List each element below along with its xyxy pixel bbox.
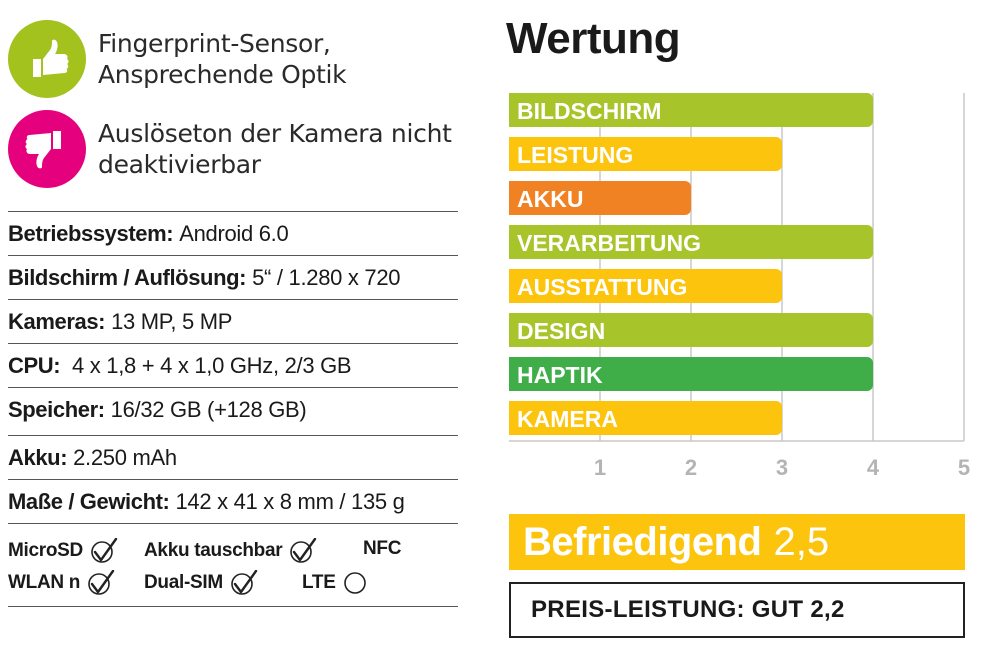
result-score: 2,5 [773, 519, 830, 564]
feature-label: NFC [363, 538, 402, 559]
feature-microsd: MicroSD [8, 538, 119, 564]
cons-line-1: Auslöseton der Kamera nicht [98, 119, 452, 148]
rating-title: Wertung [506, 14, 681, 63]
overall-result: Befriedigend 2,5 [509, 514, 965, 570]
bar-label: LEISTUNG [517, 142, 633, 168]
x-tick-label: 4 [867, 455, 880, 480]
thumbs-up-icon [8, 20, 86, 98]
feature-lte: LTE [302, 570, 368, 596]
spec-row-display: Bildschirm / Auflösung: 5“ / 1.280 x 720 [8, 255, 458, 300]
check-circle-icon [288, 538, 318, 564]
feature-nfc: NFC [363, 538, 401, 560]
pros-line-1: Fingerprint-Sensor, [98, 29, 331, 58]
bar-design [509, 313, 873, 347]
spec-row-dimensions: Maße / Gewicht: 142 x 41 x 8 mm / 135 g [8, 479, 458, 524]
bar-edge [509, 137, 517, 171]
bar-verarbeitung [509, 225, 873, 259]
bar-label: KAMERA [517, 406, 618, 432]
feature-label: Dual-SIM [144, 572, 223, 593]
check-circle-icon [229, 570, 259, 596]
x-tick-label: 2 [685, 455, 697, 480]
spec-row-cameras: Kameras: 13 MP, 5 MP [8, 299, 458, 344]
bar-bildschirm [509, 93, 873, 127]
pros-block: Fingerprint-Sensor, Ansprechende Optik [8, 20, 347, 98]
spec-label: Betriebssystem: [8, 221, 174, 246]
bar-label: AKKU [517, 186, 583, 212]
spec-row-battery: Akku: 2.250 mAh [8, 435, 458, 480]
spec-label: Maße / Gewicht: [8, 489, 170, 514]
spec-value: 4 x 1,8 + 4 x 1,0 GHz, 2/3 GB [66, 353, 352, 378]
bar-label: BILDSCHIRM [517, 98, 661, 124]
spec-label: Kameras: [8, 309, 106, 334]
spec-value: 16/32 GB (+128 GB) [110, 397, 307, 422]
spec-value: 2.250 mAh [73, 445, 177, 470]
features-block: MicroSD Akku tauschbar NFC WLAN n Dual-S… [8, 523, 458, 607]
spec-value: 142 x 41 x 8 mm / 135 g [175, 489, 405, 514]
bar-edge [509, 401, 517, 435]
feature-label: WLAN n [8, 572, 81, 593]
spec-row-os: Betriebssystem: Android 6.0 [8, 211, 458, 256]
thumbs-down-icon [8, 110, 86, 188]
feature-label: LTE [302, 572, 336, 593]
spec-row-storage: Speicher: 16/32 GB (+128 GB) [8, 387, 458, 432]
cons-block: Auslöseton der Kamera nicht deaktivierba… [8, 110, 452, 188]
bar-edge [509, 181, 517, 215]
cons-line-2: deaktivierbar [98, 150, 261, 179]
bar-edge [509, 269, 517, 303]
bar-edge [509, 93, 517, 127]
spec-value: 13 MP, 5 MP [111, 309, 233, 334]
bar-label: AUSSTATTUNG [517, 274, 687, 300]
bar-akku [509, 181, 691, 215]
bar-edge [509, 313, 517, 347]
spec-label: Speicher: [8, 397, 105, 422]
feature-wlan: WLAN n [8, 570, 116, 596]
bar-edge [509, 225, 517, 259]
feature-label: MicroSD [8, 540, 83, 561]
spec-value: Android 6.0 [179, 221, 289, 246]
spec-label: CPU: [8, 353, 61, 378]
cons-text: Auslöseton der Kamera nicht deaktivierba… [98, 118, 452, 180]
pros-line-2: Ansprechende Optik [98, 60, 347, 89]
price-performance: PREIS-LEISTUNG: GUT 2,2 [509, 582, 965, 638]
result-word: Befriedigend [523, 519, 762, 564]
x-tick-label: 1 [594, 455, 606, 480]
bar-ausstattung [509, 269, 782, 303]
pros-text: Fingerprint-Sensor, Ansprechende Optik [98, 28, 347, 90]
bar-label: VERARBEITUNG [517, 230, 701, 256]
check-circle-icon [86, 570, 116, 596]
feature-removable-battery: Akku tauschbar [144, 538, 318, 564]
bar-edge [509, 357, 517, 391]
feature-label: Akku tauschbar [144, 540, 283, 561]
rating-chart: BILDSCHIRM LEISTUNG AKKU VERARBEITUNG AUSSTA… [509, 93, 970, 480]
spec-row-cpu: CPU: 4 x 1,8 + 4 x 1,0 GHz, 2/3 GB [8, 343, 458, 388]
bar-label: HAPTIK [517, 362, 603, 388]
x-tick-label: 5 [958, 455, 970, 480]
spec-value: 5“ / 1.280 x 720 [252, 265, 401, 290]
bar-leistung [509, 137, 782, 171]
x-tick-label: 3 [776, 455, 788, 480]
bar-haptik [509, 357, 873, 391]
spec-label: Akku: [8, 445, 68, 470]
spec-label: Bildschirm / Auflösung: [8, 265, 247, 290]
empty-circle-icon [342, 570, 368, 596]
feature-dual-sim: Dual-SIM [144, 570, 259, 596]
bar-kamera [509, 401, 782, 435]
bar-label: DESIGN [517, 318, 605, 344]
check-circle-icon [89, 538, 119, 564]
